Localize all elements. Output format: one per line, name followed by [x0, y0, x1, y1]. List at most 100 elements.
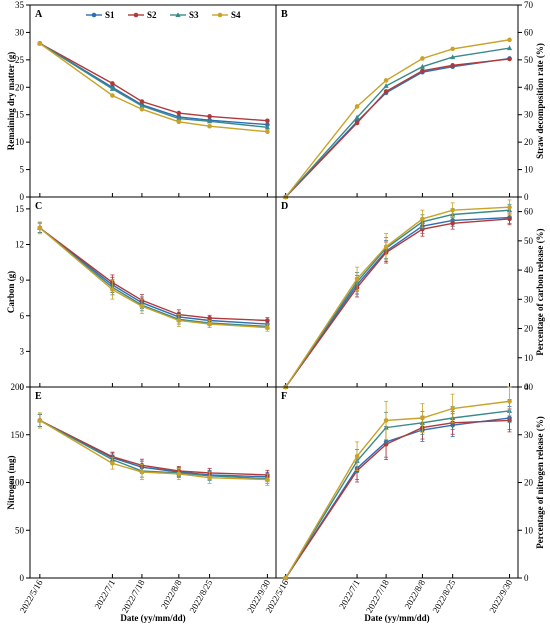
data-point — [264, 124, 270, 130]
data-point — [176, 119, 182, 125]
y-axis-label: Carbon (g) — [6, 271, 16, 313]
data-point — [139, 303, 145, 309]
y-tick-label: 0 — [20, 573, 25, 583]
y-tick-label: 60 — [524, 207, 534, 217]
y-tick-label: 20 — [524, 324, 534, 334]
data-point — [207, 123, 212, 129]
series-line — [39, 227, 268, 325]
y-tick-label: 35 — [15, 0, 25, 10]
y-tick-label: 10 — [524, 165, 534, 175]
y-axis-label: Percentage of carbon release (%) — [535, 228, 545, 355]
series-s4 — [283, 199, 512, 390]
y-tick-label: 200 — [11, 382, 25, 392]
legend-marker — [91, 12, 97, 18]
series-s3 — [283, 203, 513, 389]
data-point — [506, 45, 513, 51]
panel-letter: B — [281, 9, 288, 20]
x-tick-label: 2022/7/1 — [92, 578, 117, 611]
data-point — [354, 276, 360, 282]
series-line — [39, 42, 268, 126]
panel-frame — [29, 386, 277, 579]
x-tick-label: 2022/5/16 — [18, 578, 45, 615]
panel-a: A 0 5 10 15 20 25 30 35 Remaining dry matter (g) — [6, 0, 277, 202]
data-point — [420, 216, 425, 222]
legend-label: S4 — [231, 10, 241, 20]
series-s4 — [283, 37, 512, 200]
series-s2 — [283, 408, 512, 581]
series-s1 — [283, 406, 512, 581]
y-tick-label: 25 — [15, 55, 25, 65]
x-tick-label: 2022/8/8 — [402, 578, 427, 611]
data-point — [450, 221, 455, 226]
y-tick-label: 15 — [15, 204, 25, 214]
series-s4 — [37, 412, 270, 486]
data-point — [507, 56, 512, 62]
data-point — [176, 115, 182, 121]
series-line — [285, 58, 510, 198]
x-tick-label: 2022/8/25 — [430, 578, 457, 615]
x-axis-title: Date (yy/mm/dd) — [364, 613, 429, 623]
data-point — [383, 89, 389, 94]
y-tick-label: 15 — [15, 110, 25, 120]
y-axis-label: Remaining dry matter (g) — [6, 52, 16, 151]
data-point — [450, 54, 456, 60]
y-tick-label: 40 — [524, 382, 534, 392]
series-s2 — [37, 413, 270, 480]
data-point — [354, 104, 360, 109]
data-point — [383, 83, 389, 88]
y-tick-label: 10 — [524, 353, 534, 363]
data-point — [450, 207, 455, 213]
y-tick-label: 40 — [524, 82, 534, 92]
series-s4 — [37, 41, 270, 135]
y-tick-label: 0 — [524, 192, 529, 202]
y-tick-label: 30 — [524, 294, 534, 304]
series-line — [285, 47, 510, 198]
data-point — [450, 406, 455, 411]
y-tick-label: 10 — [524, 525, 534, 535]
y-tick-label: 20 — [524, 478, 534, 488]
y-tick-label: 10 — [15, 137, 25, 147]
y-tick-label: 30 — [524, 430, 534, 440]
y-tick-label: 150 — [11, 430, 25, 440]
data-point — [507, 399, 512, 404]
series-s1 — [283, 56, 512, 200]
x-tick-label: 2022/8/25 — [187, 578, 214, 615]
data-point — [354, 120, 360, 126]
data-point — [37, 41, 43, 46]
legend-label: S1 — [105, 10, 115, 20]
data-point — [206, 118, 213, 124]
panel-f: F 0 10 20 30 40 Percentage of nitrogen release… — [275, 382, 545, 583]
y-tick-label: 0 — [20, 382, 25, 392]
y-tick-label: 30 — [15, 27, 25, 37]
panel-c: C 0 3 6 9 12 15 Carbon (g) — [6, 196, 277, 392]
data-point — [383, 78, 389, 83]
y-axis-label: Percentage of nitrogen release (%) — [535, 416, 545, 548]
series-line — [285, 209, 510, 388]
x-tick-label: 2022/7/1 — [337, 578, 362, 611]
data-point — [419, 63, 426, 69]
series-line — [285, 216, 510, 388]
x-tick-label: 2022/8/8 — [159, 578, 184, 611]
y-tick-label: 0 — [524, 382, 529, 392]
series-line — [39, 42, 268, 133]
series-line — [39, 42, 268, 128]
panel-frame — [29, 4, 277, 198]
series-s2 — [37, 41, 270, 124]
data-point — [207, 321, 212, 327]
series-line — [39, 419, 268, 481]
data-point — [110, 287, 115, 292]
y-tick-label: 0 — [524, 573, 529, 583]
series-s1 — [37, 41, 270, 127]
y-tick-label: 0 — [20, 192, 25, 202]
panel-frame — [275, 386, 519, 579]
y-tick-label: 40 — [524, 265, 534, 275]
y-tick-label: 6 — [20, 311, 25, 321]
series-s4 — [37, 221, 270, 332]
data-point — [383, 418, 389, 423]
x-tick-label: 2022/7/18 — [120, 578, 147, 615]
panel-letter: A — [35, 9, 43, 20]
series-line — [39, 419, 268, 480]
panel-b: B 0 10 20 30 40 50 60 70 Straw decomposition rate… — [275, 0, 545, 202]
